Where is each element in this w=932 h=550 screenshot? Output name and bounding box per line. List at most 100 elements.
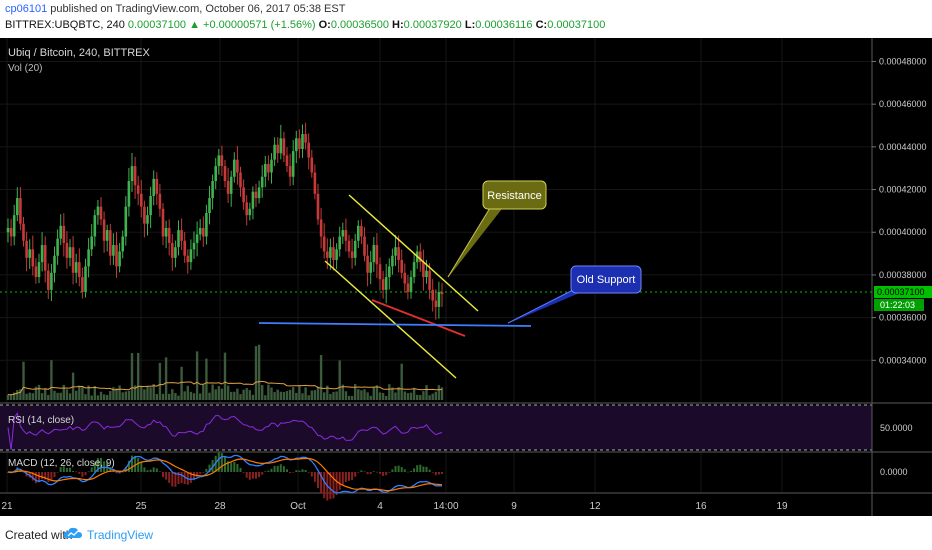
macd-hist-bar — [158, 471, 161, 472]
volume-bar — [323, 392, 326, 400]
candle-body — [267, 163, 270, 173]
macd-hist-bar — [320, 472, 323, 494]
candle-body — [344, 230, 348, 241]
volume-bar — [62, 384, 65, 400]
candle-body — [357, 225, 360, 241]
volume-bar — [44, 388, 47, 400]
macd-hist-bar — [416, 465, 419, 472]
candle-body — [440, 292, 444, 295]
macd-hist-bar — [115, 472, 118, 474]
volume-bar — [133, 385, 137, 400]
volume-bar — [180, 366, 183, 400]
candle-body — [124, 206, 128, 237]
volume-bar — [360, 390, 363, 400]
author-link[interactable]: cp06101 — [5, 3, 48, 15]
macd-hist-bar — [313, 472, 316, 482]
open-label: O: — [318, 19, 331, 31]
macd-hist-bar — [72, 470, 75, 472]
volume-bar — [6, 394, 10, 400]
macd-hist-bar — [118, 472, 121, 474]
macd-hist-bar — [323, 472, 326, 499]
macd-hist-bar — [245, 472, 248, 478]
candle-body — [279, 138, 283, 154]
macd-hist-bar — [227, 461, 230, 472]
candle-body — [99, 206, 103, 220]
volume-bar — [273, 392, 276, 400]
volume-legend: Vol (20) — [8, 63, 42, 74]
price-tick-label: 0.00036000 — [879, 313, 927, 323]
candle-body — [202, 227, 205, 237]
time-tick-label: Oct — [290, 501, 306, 512]
macd-hist-bar — [50, 472, 53, 481]
macd-hist-bar — [189, 472, 192, 483]
macd-hist-bar — [171, 472, 174, 487]
main-pane-title: Ubiq / Bitcoin, 240, BITTREX — [8, 47, 150, 59]
macd-hist-bar — [258, 472, 261, 478]
candle-body — [366, 255, 369, 273]
macd-hist-bar — [199, 472, 202, 474]
candle-body — [425, 270, 428, 278]
last-price: 0.00037100 — [127, 19, 186, 31]
time-tick-label: 12 — [589, 501, 601, 512]
macd-hist-bar — [304, 469, 307, 472]
candle-body — [121, 236, 124, 252]
old-support-callout[interactable] — [570, 265, 642, 294]
macd-hist-bar — [431, 472, 434, 473]
candle-body — [304, 134, 307, 143]
candle-body — [422, 262, 425, 278]
macd-hist-bar — [437, 472, 440, 475]
volume-bar — [183, 391, 186, 400]
volume-bar — [112, 387, 115, 400]
volume-bar — [177, 395, 180, 400]
candle-body — [316, 193, 320, 220]
close-value: 0.00037100 — [547, 19, 606, 31]
macd-hist-bar — [202, 472, 205, 473]
candle-body — [78, 262, 81, 278]
candle-body — [282, 138, 286, 156]
volume-bar — [174, 392, 177, 400]
macd-hist-bar — [369, 472, 372, 475]
open-value: 0.00036500 — [330, 19, 389, 31]
channel-upper-line — [348, 194, 479, 312]
macd-hist-bar — [289, 472, 292, 474]
volume-bar — [332, 391, 335, 400]
candle-body — [264, 163, 267, 177]
volume-bar — [264, 395, 267, 400]
candle-body — [198, 227, 202, 235]
chart-area[interactable]: Resistance Old Support Ubiq / Bitcoin, 2… — [0, 38, 932, 516]
macd-hist-bar — [410, 470, 412, 472]
candle-body — [90, 236, 93, 250]
macd-hist-bar — [62, 466, 65, 472]
price-tick-label: 0.00044000 — [879, 142, 927, 152]
macd-hist-bar — [419, 464, 422, 472]
volume-bar — [276, 389, 279, 400]
tradingview-link[interactable]: TradingView — [87, 528, 154, 542]
volume-bar — [152, 384, 155, 400]
volume-bar — [239, 394, 242, 400]
volume-bar — [50, 360, 53, 400]
volume-bar — [140, 386, 143, 400]
time-tick-label: 19 — [776, 501, 788, 512]
volume-bar — [217, 386, 220, 400]
macd-hist-bar — [307, 472, 310, 473]
volume-bar — [307, 395, 310, 400]
volume-bar — [28, 392, 31, 400]
macd-hist-bar — [131, 455, 133, 472]
macd-hist-bar — [264, 471, 267, 472]
volume-bar — [292, 387, 295, 400]
candle-body — [158, 193, 162, 209]
candle-body — [109, 230, 112, 256]
volume-bar — [279, 391, 282, 400]
volume-bar — [143, 389, 146, 400]
high-label: H: — [392, 19, 404, 31]
candle-body — [140, 193, 143, 207]
resistance-callout[interactable] — [482, 180, 547, 210]
close-label: C: — [535, 19, 548, 31]
chart-svg[interactable]: Resistance Old Support Ubiq / Bitcoin, 2… — [0, 38, 932, 516]
volume-bar — [220, 388, 224, 400]
candle-body — [195, 234, 199, 243]
volume-bar — [372, 386, 375, 400]
volume-bar — [31, 393, 34, 400]
macd-hist-bar — [96, 458, 99, 472]
macd-hist-bar — [261, 472, 264, 475]
